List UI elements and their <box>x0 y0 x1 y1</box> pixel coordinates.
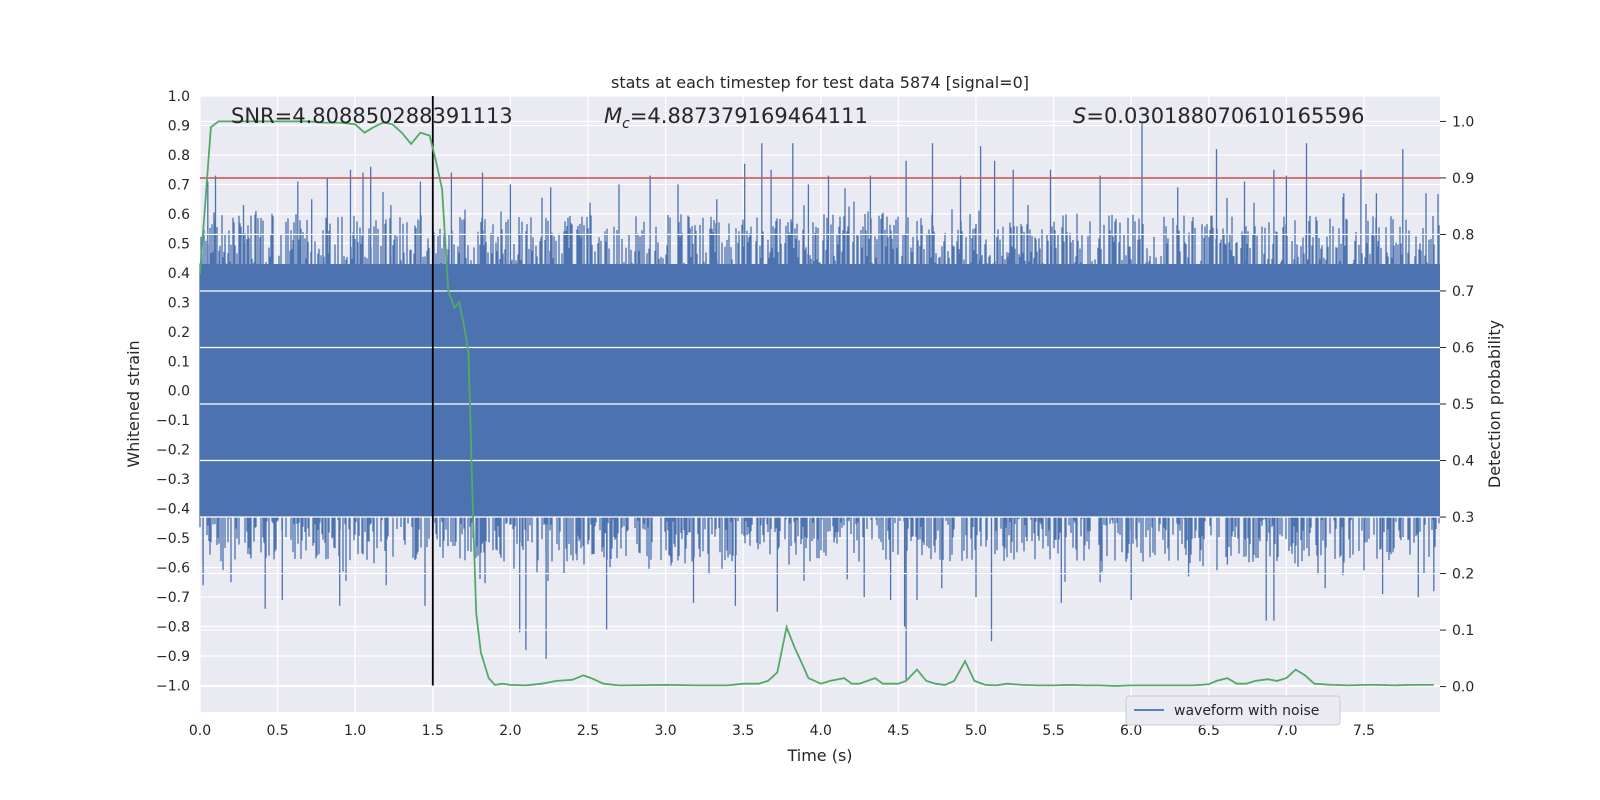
x-tick-label-6: 3.0 <box>654 723 676 739</box>
y-right-tick-label-4: 0.6 <box>1452 340 1474 356</box>
x-tick-label-9: 4.5 <box>887 723 909 739</box>
y-tick-label-20: −1.0 <box>156 678 190 694</box>
s-value: =0.030188070610165596 <box>1086 104 1364 128</box>
y-tick-label-10: 0.0 <box>168 384 190 400</box>
y-tick-label-12: −0.2 <box>156 443 190 459</box>
x-tick-label-8: 4.0 <box>810 723 832 739</box>
y-tick-label-17: −0.7 <box>156 590 190 606</box>
y-axis-label: Whitened strain <box>124 340 143 467</box>
y-axis-ticks: 1.0 0.9 0.8 0.7 0.6 0.5 0.4 0.3 0.2 0.1 0.0 −0.1 −0.… <box>156 89 190 694</box>
detection-probability-line <box>199 120 1434 687</box>
y-right-tick-label-10: 0.0 <box>1452 680 1474 696</box>
y-tick-label-5: 0.5 <box>168 236 190 252</box>
y-right-tick-label-5: 0.5 <box>1452 397 1474 413</box>
y-tick-label-14: −0.4 <box>156 502 190 518</box>
x-tick-label-3: 1.5 <box>422 723 444 739</box>
chart-title: stats at each timestep for test data 587… <box>611 73 1029 92</box>
x-axis-ticks: 0.0 0.5 1.0 1.5 2.0 2.5 3.0 3.5 4.0 4.5 5.0 5.5 6.0 6… <box>189 723 1375 739</box>
x-tick-label-2: 1.0 <box>344 723 366 739</box>
x-tick-label-13: 6.5 <box>1198 723 1220 739</box>
y-right-tick-label-7: 0.3 <box>1452 510 1474 526</box>
chirp-mass-subscript: c <box>622 116 630 132</box>
y-tick-label-9: 0.1 <box>168 354 190 370</box>
x-tick-label-0: 0.0 <box>189 723 211 739</box>
x-tick-label-11: 5.5 <box>1042 723 1064 739</box>
y-tick-label-11: −0.1 <box>156 413 190 429</box>
y-tick-label-2: 0.8 <box>168 148 190 164</box>
s-annotation: S=0.030188070610165596 <box>1073 104 1364 128</box>
x-tick-label-10: 5.0 <box>965 723 987 739</box>
x-tick-label-4: 2.0 <box>499 723 521 739</box>
y-right-tick-label-0: 1.0 <box>1452 114 1474 130</box>
waveform-series <box>199 122 1440 680</box>
y-tick-label-13: −0.3 <box>156 472 190 488</box>
y-right-tick-label-8: 0.2 <box>1452 567 1474 583</box>
y-tick-label-4: 0.6 <box>168 207 190 223</box>
x-tick-label-12: 6.0 <box>1120 723 1142 739</box>
snr-annotation: SNR=4.808850288391113 <box>231 104 513 128</box>
legend-label: waveform with noise <box>1174 703 1319 719</box>
y-tick-label-15: −0.5 <box>156 531 190 547</box>
y-right-tick-label-9: 0.1 <box>1452 623 1474 639</box>
x-tick-label-1: 0.5 <box>266 723 288 739</box>
y-right-tick-label-1: 0.9 <box>1452 171 1474 187</box>
chirp-mass-annotation: Mc=4.887379169464111 <box>604 104 868 132</box>
y-tick-label-19: −0.9 <box>156 649 190 665</box>
y-tick-label-1: 0.9 <box>168 118 190 134</box>
s-symbol: S <box>1073 104 1086 128</box>
x-tick-label-15: 7.5 <box>1353 723 1375 739</box>
y-tick-label-6: 0.4 <box>168 266 190 282</box>
legend: waveform with noise <box>1125 695 1341 726</box>
y-right-axis-label: Detection probability <box>1485 320 1504 488</box>
y-tick-label-3: 0.7 <box>168 177 190 193</box>
chirp-mass-symbol: M <box>604 104 622 128</box>
chirp-mass-value: =4.887379169464111 <box>630 104 868 128</box>
y-tick-label-8: 0.2 <box>168 325 190 341</box>
y-tick-label-7: 0.3 <box>168 295 190 311</box>
y-tick-label-18: −0.8 <box>156 620 190 636</box>
y-tick-label-0: 1.0 <box>168 89 190 105</box>
y-right-tick-label-3: 0.7 <box>1452 284 1474 300</box>
y-tick-label-16: −0.6 <box>156 561 190 577</box>
x-axis-label: Time (s) <box>786 746 852 765</box>
y-right-tick-label-2: 0.8 <box>1452 227 1474 243</box>
x-tick-label-5: 2.5 <box>577 723 599 739</box>
legend-box <box>1125 695 1341 726</box>
y-right-axis-ticks: 1.0 0.9 0.8 0.7 0.6 0.5 0.4 0.3 0.2 0.1 0.0 <box>1440 114 1474 696</box>
x-tick-label-14: 7.0 <box>1275 723 1297 739</box>
y-right-tick-label-6: 0.4 <box>1452 454 1474 470</box>
x-tick-label-7: 3.5 <box>732 723 754 739</box>
